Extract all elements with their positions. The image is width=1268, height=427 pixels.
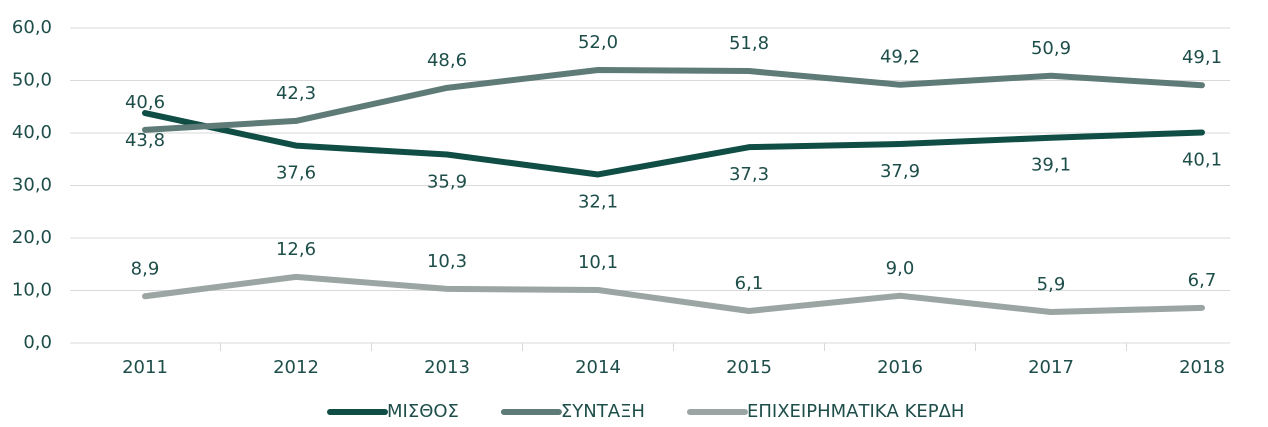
data-label: 37,3	[729, 164, 769, 185]
data-label: 37,9	[880, 161, 920, 182]
legend-label: ΕΠΙΧΕΙΡΗΜΑΤΙΚΑ ΚΕΡΔΗ	[747, 401, 965, 422]
x-tick-label: 2011	[122, 357, 168, 378]
data-label: 42,3	[276, 83, 316, 104]
data-label: 35,9	[427, 172, 467, 193]
data-label: 8,9	[131, 258, 160, 279]
data-label: 12,6	[276, 239, 316, 260]
data-label: 39,1	[1031, 155, 1071, 176]
x-tick-label: 2013	[424, 357, 470, 378]
y-tick-label: 10,0	[12, 280, 52, 301]
series-line	[142, 110, 1205, 178]
data-label: 6,1	[735, 273, 764, 294]
x-tick-label: 2014	[575, 357, 621, 378]
data-label: 43,8	[125, 130, 165, 151]
series-line	[142, 67, 1205, 133]
x-tick-label: 2017	[1028, 357, 1074, 378]
data-label: 32,1	[578, 191, 618, 212]
y-tick-label: 20,0	[12, 227, 52, 248]
x-tick-label: 2016	[877, 357, 923, 378]
data-label: 52,0	[578, 32, 618, 53]
data-label: 49,2	[880, 47, 920, 68]
data-label: 40,1	[1182, 149, 1222, 170]
data-label: 50,9	[1031, 38, 1071, 59]
x-tick-label: 2015	[726, 357, 772, 378]
legend-label: ΣΥΝΤΑΞΗ	[561, 401, 645, 422]
data-label: 9,0	[886, 258, 915, 279]
y-tick-label: 60,0	[12, 17, 52, 38]
data-label: 10,3	[427, 251, 467, 272]
data-label: 40,6	[125, 92, 165, 113]
data-label: 37,6	[276, 163, 316, 184]
data-label: 10,1	[578, 252, 618, 273]
data-label: 48,6	[427, 50, 467, 71]
data-label: 49,1	[1182, 47, 1222, 68]
x-tick-label: 2018	[1179, 357, 1225, 378]
series-line	[142, 273, 1205, 316]
data-label: 5,9	[1037, 274, 1066, 295]
y-tick-label: 30,0	[12, 175, 52, 196]
data-label: 51,8	[729, 33, 769, 54]
data-label: 6,7	[1188, 270, 1217, 291]
x-tick-label: 2012	[273, 357, 319, 378]
y-tick-label: 0,0	[23, 332, 52, 353]
y-tick-label: 40,0	[12, 122, 52, 143]
y-tick-label: 50,0	[12, 70, 52, 91]
legend-label: ΜΙΣΘΟΣ	[387, 401, 459, 422]
